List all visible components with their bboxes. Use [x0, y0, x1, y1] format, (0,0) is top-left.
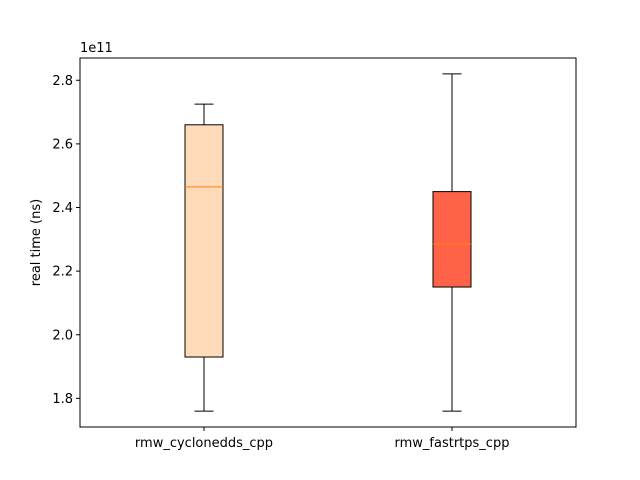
x-tick-label: rmw_cyclonedds_cpp: [135, 436, 273, 451]
x-axis-ticks: rmw_cyclonedds_cpp rmw_fastrtps_cpp: [135, 427, 510, 451]
y-tick-label: 2.4: [52, 201, 73, 216]
box-series: [184, 73, 472, 412]
y-tick-label: 2.2: [52, 265, 73, 280]
box-rmw_cyclonedds_cpp: [184, 103, 224, 412]
iqr-box: [432, 191, 472, 288]
y-offset-label: 1e11: [80, 41, 113, 56]
y-tick-label: 2.0: [52, 328, 73, 343]
y-tick-label: 2.8: [52, 74, 73, 89]
y-axis-label: real time (ns): [29, 199, 44, 286]
y-tick-label: 1.8: [52, 392, 73, 407]
iqr-box: [184, 124, 224, 358]
y-axis-ticks: 1.8 2.0 2.2 2.4 2.6 2.8: [52, 74, 80, 407]
box-rmw_fastrtps_cpp: [432, 73, 472, 412]
y-tick-label: 2.6: [52, 137, 73, 152]
x-tick-label: rmw_fastrtps_cpp: [395, 436, 510, 451]
plot-area: [79, 57, 577, 428]
